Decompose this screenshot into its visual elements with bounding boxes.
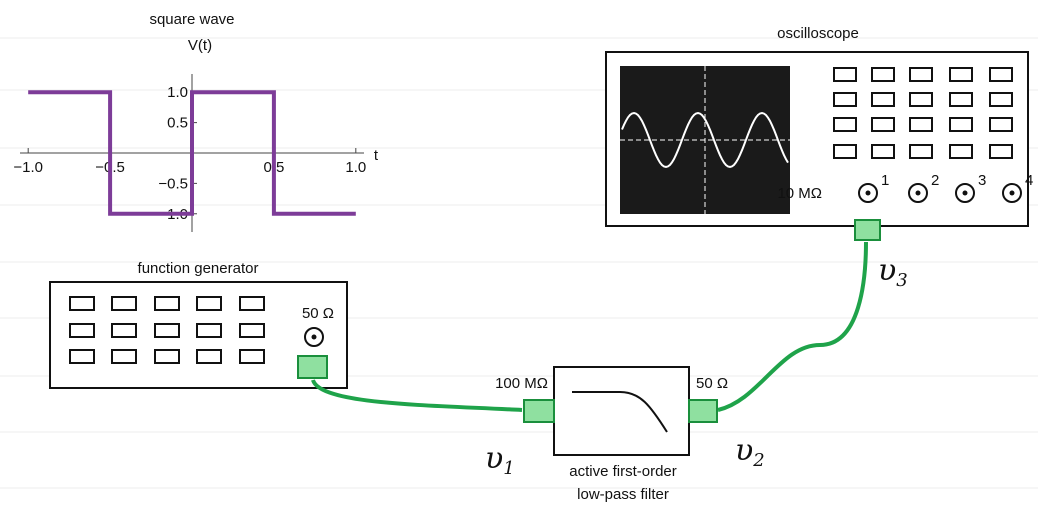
button — [949, 117, 973, 132]
input-jack — [858, 183, 878, 203]
button — [69, 296, 95, 311]
button — [989, 117, 1013, 132]
input-jack — [908, 183, 928, 203]
button — [989, 67, 1013, 82]
button — [111, 296, 137, 311]
button — [154, 349, 180, 364]
button — [871, 117, 895, 132]
signal-index: 3 — [896, 270, 907, 291]
signal-symbol: υ — [485, 441, 503, 476]
button — [909, 67, 933, 82]
button — [196, 349, 222, 364]
button — [239, 296, 265, 311]
button — [111, 349, 137, 364]
input-jack — [865, 190, 871, 196]
input-jack — [915, 190, 921, 196]
input-jack — [962, 190, 968, 196]
plot-title: square wave — [149, 11, 234, 28]
oscilloscope-title: oscilloscope — [777, 25, 859, 42]
button — [871, 144, 895, 159]
signal-index: 1 — [503, 458, 514, 479]
button — [989, 92, 1013, 107]
button — [949, 92, 973, 107]
filter-output-impedance: 50 Ω — [696, 375, 728, 392]
scope-trace — [621, 111, 789, 169]
button — [949, 144, 973, 159]
filter-input-impedance: 100 MΩ — [495, 375, 548, 392]
connector — [297, 355, 328, 379]
output-jack — [304, 327, 324, 347]
channel-number: 3 — [978, 172, 986, 189]
channel-number: 4 — [1025, 172, 1033, 189]
filter-caption: active first-order — [569, 463, 677, 480]
button — [833, 144, 857, 159]
button — [949, 67, 973, 82]
button — [154, 296, 180, 311]
output-jack — [311, 334, 317, 340]
square-wave — [28, 90, 356, 216]
generator-impedance: 50 Ω — [302, 305, 334, 322]
filter-body — [553, 366, 690, 456]
input-jack — [955, 183, 975, 203]
button — [833, 117, 857, 132]
connector — [854, 219, 881, 241]
signal-index: 2 — [752, 450, 764, 471]
filter-caption: low-pass filter — [577, 486, 669, 503]
signal-label: υ1 — [485, 441, 515, 479]
x-tick-label: 1.0 — [345, 159, 366, 176]
y-tick-label: 1.0 — [167, 84, 188, 101]
button — [833, 67, 857, 82]
cable — [311, 379, 523, 412]
button — [196, 296, 222, 311]
input-jack — [1002, 183, 1022, 203]
scope-impedance: 10 MΩ — [777, 185, 822, 202]
button — [871, 67, 895, 82]
button — [871, 92, 895, 107]
signal-label: υ2 — [735, 433, 765, 471]
signal-label: υ3 — [878, 253, 908, 291]
button — [239, 349, 265, 364]
y-axis-label: V(t) — [188, 37, 212, 54]
button — [69, 323, 95, 338]
signal-symbol: υ — [735, 433, 753, 468]
x-axis-label: t — [374, 147, 379, 164]
square-wave-plot: square wave V(t) t −1.0 −0.5 0.5 1.01.00.5−… — [13, 11, 379, 232]
filter-response — [572, 391, 668, 433]
generator-title: function generator — [138, 260, 259, 277]
input-jack — [1009, 190, 1015, 196]
connector — [688, 399, 718, 423]
channel-number: 1 — [881, 172, 889, 189]
y-tick-label: −0.5 — [158, 175, 188, 192]
button — [111, 323, 137, 338]
button — [196, 323, 222, 338]
button — [909, 92, 933, 107]
button — [989, 144, 1013, 159]
button — [833, 92, 857, 107]
signal-symbol: υ — [878, 253, 896, 288]
button — [69, 349, 95, 364]
button — [239, 323, 265, 338]
button — [154, 323, 180, 338]
channel-number: 2 — [931, 172, 939, 189]
cable — [717, 241, 868, 412]
connector — [523, 399, 555, 423]
button — [909, 117, 933, 132]
x-tick-label: −1.0 — [13, 159, 43, 176]
button — [909, 144, 933, 159]
y-tick-label: 0.5 — [167, 115, 188, 132]
